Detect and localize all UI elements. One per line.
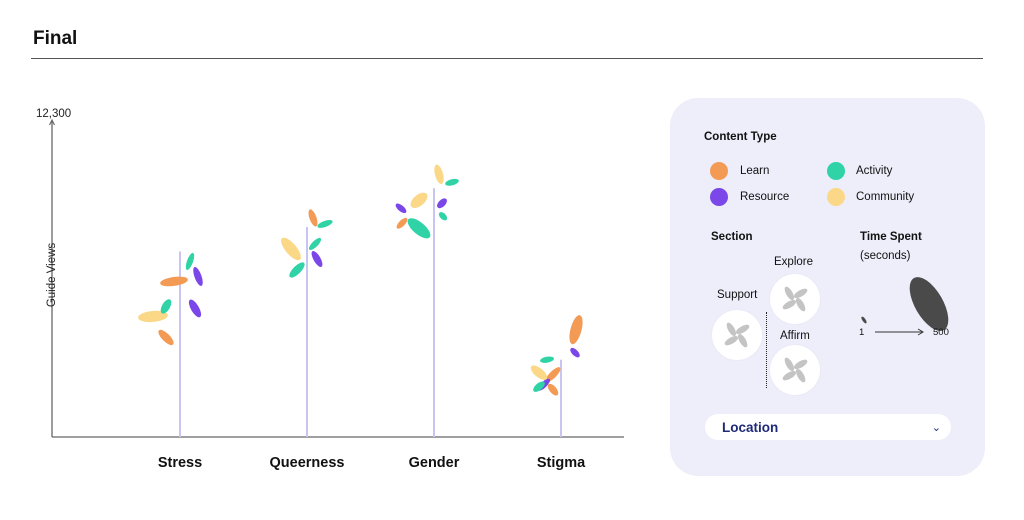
flower-petal [308, 237, 322, 250]
time-max-label: 500 [933, 327, 949, 338]
legend-label-activity: Activity [856, 165, 893, 177]
flower-petal [138, 310, 168, 323]
flower-petal [160, 299, 172, 314]
learn-legend-dot [710, 162, 728, 180]
section-flower-petal [784, 286, 795, 301]
legend-label-community: Community [856, 191, 915, 203]
flower-petal [395, 203, 407, 214]
y-max-label: 12,300 [36, 108, 71, 120]
flower-petal [533, 381, 545, 392]
flower-petal [545, 367, 561, 383]
section-heading: Section [711, 231, 753, 243]
section-flower-petal [793, 288, 808, 299]
location-label: Location [722, 419, 779, 435]
community-legend-dot [827, 188, 845, 206]
flower-petal [438, 212, 448, 221]
flower-petal [540, 356, 554, 363]
flower-petal [445, 178, 459, 186]
flower-petal [185, 252, 195, 270]
flower-petal [410, 192, 428, 208]
resource-legend-dot [710, 188, 728, 206]
time-spent-unit: (seconds) [860, 250, 911, 262]
y-axis-arrow [49, 118, 55, 126]
flower-chart: 12,300 Guide Views Stress Queerness Gender… [36, 108, 624, 471]
time-min-label: 1 [859, 327, 864, 338]
section-flower-petal [782, 370, 797, 381]
section-flower-petal [726, 322, 737, 337]
x-tick-label: Stress [158, 455, 202, 471]
explore-flower-circle [770, 274, 820, 324]
flower-petal [281, 237, 301, 261]
flower-petal [396, 217, 408, 229]
legend-label-learn: Learn [740, 165, 770, 177]
y-axis-label: Guide Views [46, 243, 58, 308]
flower-petal [569, 315, 583, 345]
time-spent-scale: 1 500 [859, 277, 949, 338]
x-tick-label: Stigma [537, 455, 586, 471]
flower-petal [160, 276, 188, 287]
section-label-support: Support [717, 289, 758, 301]
section-label-affirm: Affirm [780, 330, 810, 342]
time-spent-heading: Time Spent [860, 231, 922, 243]
support-flower-icon [724, 322, 750, 348]
flower-petal [289, 262, 305, 278]
flower-petal [570, 347, 580, 358]
flower-petal [193, 266, 203, 286]
flower-petal [407, 218, 431, 239]
section-label-explore: Explore [774, 256, 813, 268]
explore-flower-icon [782, 286, 808, 312]
flower-petal [530, 365, 548, 380]
section-flower-petal [782, 299, 797, 310]
affirm-flower-circle [770, 345, 820, 395]
flower-petal [158, 329, 174, 346]
chevron-down-icon: ⌄ [931, 420, 941, 434]
flower-petal [437, 198, 447, 209]
x-tick-label: Queerness [270, 455, 345, 471]
time-petal-large [909, 277, 949, 331]
affirm-flower-icon [782, 357, 808, 383]
section-flower-petal [735, 324, 750, 335]
legend-label-resource: Resource [740, 191, 790, 203]
page-title: Final [33, 28, 78, 49]
content-type-heading: Content Type [704, 131, 777, 143]
section-divider [766, 312, 767, 388]
flower-petal [188, 299, 202, 318]
activity-legend-dot [827, 162, 845, 180]
x-tick-label: Gender [409, 455, 460, 471]
flower-petal [317, 220, 333, 228]
time-petal-small [861, 316, 867, 324]
support-flower-circle [712, 310, 762, 360]
flower-petal [547, 383, 559, 396]
section-flower-petal [795, 297, 806, 312]
time-scale-arrow-head [917, 328, 924, 336]
section-flower-petal [793, 359, 808, 370]
legend-panel: Content Type Learn Activity Resource Com… [670, 98, 985, 476]
section-flower-petal [795, 368, 806, 383]
section-flower-petal [784, 357, 795, 372]
flower-petal [311, 250, 323, 267]
section-flower-petal [724, 335, 739, 346]
location-dropdown[interactable]: Location ⌄ [705, 414, 951, 440]
title-divider [31, 58, 983, 59]
section-flower-petal [737, 333, 748, 348]
flower-petal [434, 164, 444, 185]
flower-petal [308, 209, 318, 227]
